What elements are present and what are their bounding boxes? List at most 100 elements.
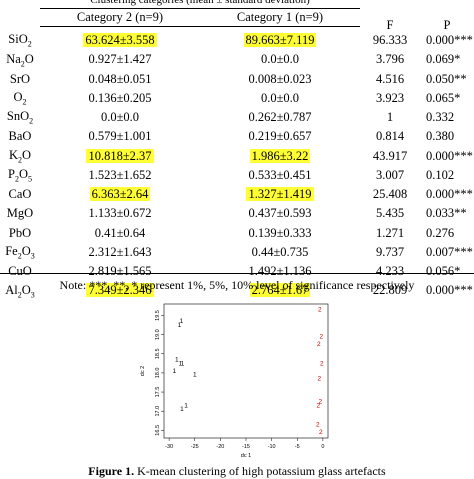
p-value: 0.332 xyxy=(426,110,455,125)
oxide-subscript: 2 xyxy=(17,251,22,261)
category-1-cell-value: 89.663±7.119 xyxy=(243,33,317,48)
table-row: Fe2O3 2.312±1.643 0.44±0.735 9.737 0.007*** xyxy=(0,243,474,262)
category-2-cell-value: 6.363±2.64 xyxy=(89,187,151,202)
oxide-base: BaO xyxy=(8,129,32,144)
category-2-cell-value: 0.927±1.427 xyxy=(88,52,152,67)
results-table: SiO2 63.624±3.558 89.663±7.119 96.333 0.000*… xyxy=(0,31,474,301)
category-2-cell-value: 1.523±1.652 xyxy=(88,167,152,182)
oxide-base: O xyxy=(13,90,23,105)
category-2-cell: 1.133±0.672 xyxy=(40,204,200,223)
scatter-point: 2 xyxy=(317,341,321,348)
category-2-cell: 7.349±2.346 xyxy=(40,281,200,300)
p-value: 0.050** xyxy=(426,71,467,86)
table-row: Al2O3 7.349±2.346 2.764±1.67 22.809 0.000*** xyxy=(0,281,474,300)
y-tick-label: 16.5 xyxy=(155,425,161,436)
category-1-cell: 0.139±0.333 xyxy=(200,224,360,243)
scatter-point: 1 xyxy=(181,360,185,367)
category-2-cell: 0.136±0.205 xyxy=(40,89,200,108)
category-2-cell-value: 0.136±0.205 xyxy=(88,90,152,105)
col-header-p: P xyxy=(443,18,451,32)
f-value: 3.923 xyxy=(375,90,405,105)
oxide-base: K xyxy=(8,147,18,162)
x-tick-label: -20 xyxy=(216,444,224,450)
figure-caption-text: K-mean clustering of high potassium glas… xyxy=(134,464,386,478)
category-1-cell: 2.764±1.67 xyxy=(200,281,360,300)
f-value: 0.814 xyxy=(375,129,405,144)
figure-caption-label: Figure 1. xyxy=(88,464,135,478)
oxide-rest: O xyxy=(21,282,31,297)
oxide-cell: K2O xyxy=(0,147,40,166)
category-1-cell: 0.262±0.787 xyxy=(200,108,360,127)
col-header-category-2: Category 2 (n=9) xyxy=(76,10,164,24)
category-2-cell-value: 2.312±1.643 xyxy=(88,244,152,259)
category-1-cell-value: 2.764±1.67 xyxy=(249,283,311,298)
oxide-base: MgO xyxy=(6,206,34,221)
oxide-cell: CaO xyxy=(0,185,40,204)
category-2-cell: 2.819±1.565 xyxy=(40,262,200,281)
category-2-cell: 1.523±1.652 xyxy=(40,166,200,185)
f-value: 25.408 xyxy=(372,187,408,202)
category-1-cell: 0.533±0.451 xyxy=(200,166,360,185)
category-2-cell: 0.579±1.001 xyxy=(40,127,200,146)
oxide-subscript: 2 xyxy=(17,290,22,300)
scatter-point: 1 xyxy=(180,406,184,413)
p-value: 0.000*** xyxy=(426,33,473,48)
oxide-cell: PbO xyxy=(0,224,40,243)
y-axis-label: dc 2 xyxy=(140,366,146,376)
scatter-point: 2 xyxy=(316,422,320,429)
table-row: SnO2 0.0±0.0 0.262±0.787 1 0.332 xyxy=(0,108,474,127)
category-1-cell-value: 0.008±0.023 xyxy=(248,71,312,86)
oxide-cell: Fe2O3 xyxy=(0,243,40,262)
oxide-base: Al xyxy=(5,282,18,297)
category-2-cell: 0.0±0.0 xyxy=(40,108,200,127)
table-row: CaO 6.363±2.64 1.327±1.419 25.408 0.000*** xyxy=(0,185,474,204)
scatter-point: 1 xyxy=(184,402,188,409)
table-note: Note: ***, **, * represent 1%, 5%, 10% l… xyxy=(59,278,415,292)
p-value: 0.065* xyxy=(426,90,461,105)
table-group-header: Clustering categories (mean ± standard d… xyxy=(40,0,360,9)
category-1-cell-value: 0.44±0.735 xyxy=(251,244,309,259)
y-tick-label: 18.0 xyxy=(155,368,161,379)
category-1-cell-value: 1.327±1.419 xyxy=(246,187,314,202)
category-2-cell: 0.048±0.051 xyxy=(40,70,200,89)
table-row: K2O 10.818±2.37 1.986±3.22 43.917 0.000*** xyxy=(0,147,474,166)
table-row: O2 0.136±0.205 0.0±0.0 3.923 0.065* xyxy=(0,89,474,108)
x-tick-label: -5 xyxy=(295,444,300,450)
category-2-cell-value: 10.818±2.37 xyxy=(86,148,154,163)
x-tick-label: -30 xyxy=(165,444,173,450)
scatter-point: 1 xyxy=(179,360,183,367)
y-tick-label: 18.5 xyxy=(155,348,161,359)
table-row: SiO2 63.624±3.558 89.663±7.119 96.333 0.000*… xyxy=(0,31,474,50)
category-1-cell: 89.663±7.119 xyxy=(200,31,360,50)
table-row: CuO 2.819±1.565 1.492±1.136 4.233 0.056* xyxy=(0,262,474,281)
category-2-cell-value: 63.624±3.558 xyxy=(83,33,157,48)
p-value: 0.000*** xyxy=(426,283,473,298)
table-header-rule xyxy=(40,26,360,27)
oxide-cell: Al2O3 xyxy=(0,281,40,300)
f-value: 43.917 xyxy=(372,148,408,163)
oxide-rest: O xyxy=(24,51,34,66)
category-2-cell: 2.312±1.643 xyxy=(40,243,200,262)
oxide-subscript: 2 xyxy=(14,174,19,184)
figure-caption: Figure 1. K-mean clustering of high pota… xyxy=(0,464,474,479)
scatter-point: 1 xyxy=(172,368,176,375)
p-value: 0.102 xyxy=(426,167,455,182)
category-1-cell: 1.986±3.22 xyxy=(200,147,360,166)
f-value: 3.796 xyxy=(375,52,405,67)
oxide-rest: O xyxy=(22,147,32,162)
oxide-base: SiO xyxy=(8,32,28,47)
y-tick-label: 19.0 xyxy=(155,329,161,340)
scatter-point: 2 xyxy=(318,307,322,314)
y-tick-label: 19.5 xyxy=(155,310,161,321)
category-1-cell: 0.219±0.657 xyxy=(200,127,360,146)
p-value: 0.000*** xyxy=(426,187,473,202)
category-1-cell-value: 0.437±0.593 xyxy=(248,206,312,221)
oxide-base: Na xyxy=(6,51,21,66)
category-2-cell-value: 1.133±0.672 xyxy=(88,206,152,221)
table-bottom-rule xyxy=(0,273,474,274)
oxide-subscript: 3 xyxy=(30,290,35,300)
f-value: 9.737 xyxy=(375,244,405,259)
category-2-cell: 63.624±3.558 xyxy=(40,31,200,50)
table-row: SrO 0.048±0.051 0.008±0.023 4.516 0.050** xyxy=(0,70,474,89)
oxide-base: SnO xyxy=(6,109,30,124)
